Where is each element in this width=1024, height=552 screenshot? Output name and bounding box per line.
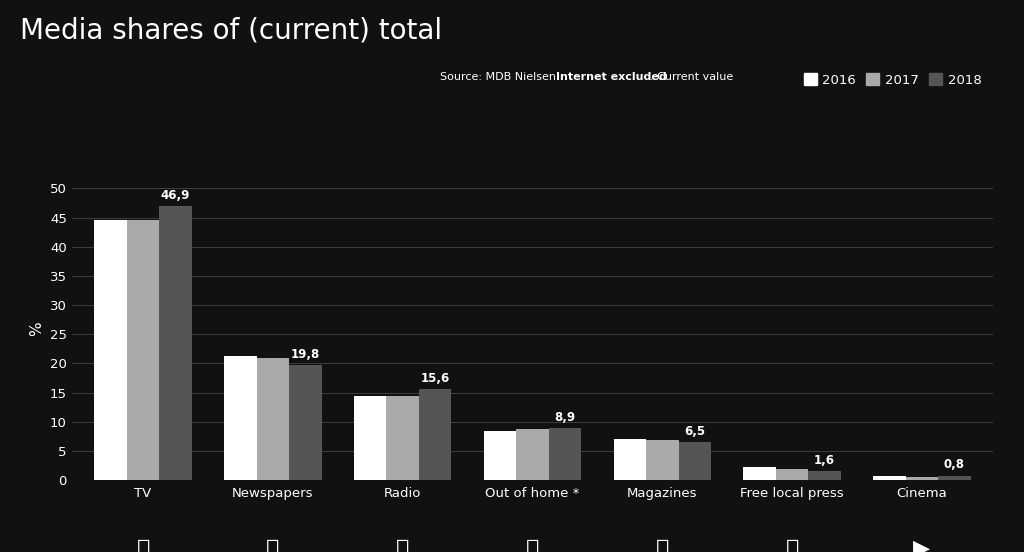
Bar	[419, 389, 452, 480]
Text: 0,8: 0,8	[944, 459, 965, 471]
Text: 📻: 📻	[396, 539, 410, 552]
Text: 📰: 📰	[655, 539, 669, 552]
Bar	[613, 439, 646, 480]
Bar	[386, 396, 419, 480]
Text: Media shares of (current) total: Media shares of (current) total	[20, 17, 442, 45]
Bar	[257, 358, 289, 480]
Bar	[94, 220, 127, 480]
Text: 📺: 📺	[136, 539, 150, 552]
Bar	[679, 442, 711, 480]
Bar	[483, 431, 516, 480]
Bar	[160, 206, 191, 480]
Bar	[938, 476, 971, 480]
Text: ▶: ▶	[913, 539, 931, 552]
Text: 8,9: 8,9	[554, 411, 575, 424]
Text: 19,8: 19,8	[291, 348, 319, 360]
Text: 15,6: 15,6	[421, 372, 450, 385]
Legend: 2016, 2017, 2018: 2016, 2017, 2018	[799, 68, 987, 92]
Bar	[743, 468, 776, 480]
Bar	[776, 469, 808, 480]
Text: 🖥: 🖥	[525, 539, 540, 552]
Bar	[808, 471, 841, 480]
Bar	[354, 396, 386, 480]
Text: Internet excluded: Internet excluded	[556, 72, 667, 82]
Text: 46,9: 46,9	[161, 189, 190, 203]
Bar	[127, 220, 160, 480]
Text: 📰: 📰	[785, 539, 799, 552]
Text: 1,6: 1,6	[814, 454, 835, 467]
Bar	[549, 428, 582, 480]
Y-axis label: %: %	[30, 321, 44, 336]
Bar	[905, 477, 938, 480]
Text: 6,5: 6,5	[684, 425, 706, 438]
Bar	[224, 357, 257, 480]
Bar	[873, 476, 905, 480]
Text: Source: MDB Nielsen: Source: MDB Nielsen	[440, 72, 560, 82]
Bar	[516, 429, 549, 480]
Bar	[646, 440, 679, 480]
Text: 📰: 📰	[266, 539, 280, 552]
Text: . Current value: . Current value	[650, 72, 733, 82]
Bar	[289, 365, 322, 480]
